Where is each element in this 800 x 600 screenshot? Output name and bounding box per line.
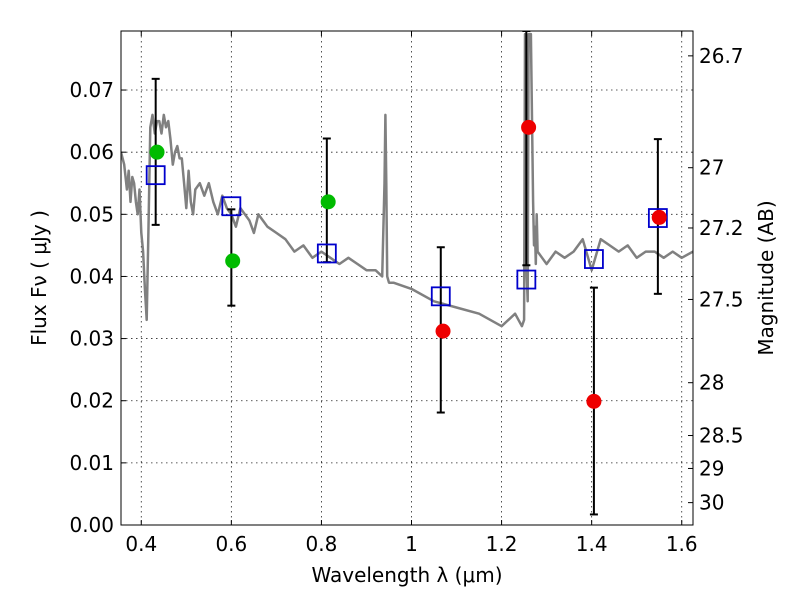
model-flux-square [221, 196, 242, 217]
model-flux-square [145, 165, 166, 186]
x-tick-label: 1.6 [666, 532, 698, 556]
red-data-point [651, 209, 667, 225]
y-tick-label: 0.06 [69, 140, 114, 164]
model-flux-square [516, 269, 537, 290]
x-tick-label: 1.4 [576, 532, 608, 556]
right-tick-label: 27.2 [699, 216, 744, 240]
model-flux-square [316, 243, 337, 264]
green-data-point [320, 194, 336, 210]
green-data-point [149, 144, 165, 160]
right-tick-label: 28 [699, 371, 724, 395]
x-axis-label: Wavelength λ (μm) [311, 563, 502, 587]
model-flux-square [647, 208, 668, 228]
y-tick-label: 0.02 [69, 389, 114, 413]
y-tick-label: 0.01 [69, 451, 114, 475]
plot-area [121, 31, 693, 516]
right-tick-label: 29 [699, 456, 724, 480]
right-tick-label: 26.7 [699, 44, 744, 68]
y-tick-label: 0.00 [69, 513, 114, 537]
red-data-point [435, 323, 451, 339]
model-spectrum-line [121, 32, 693, 328]
model-flux-square [584, 249, 604, 269]
x-tick-label: 0.6 [215, 532, 247, 556]
green-data-point [225, 253, 241, 269]
y-tick-label: 0.05 [69, 202, 114, 226]
y-axis-label: Flux Fν ( μJy ) [27, 210, 51, 346]
right-tick-label: 27.5 [699, 287, 744, 311]
plot-frame [120, 30, 694, 526]
x-tick-label: 0.4 [125, 532, 157, 556]
y-tick-label: 0.04 [69, 264, 114, 288]
red-data-point [521, 119, 537, 135]
grid [121, 31, 693, 526]
y-tick-label: 0.07 [69, 78, 114, 102]
axis-ticks: 0.4 0.6 0.8 1 1.2 1.4 1.6 0.00 0.01 0.02 0.03 0.04 0… [69, 31, 744, 556]
right-tick-label: 28.5 [699, 424, 744, 448]
right-tick-label: 30 [699, 491, 724, 515]
model-flux-square [430, 286, 451, 307]
x-tick-label: 1 [405, 532, 418, 556]
red-data-point [586, 393, 602, 409]
x-tick-label: 0.8 [306, 532, 338, 556]
x-tick-label: 1.2 [486, 532, 518, 556]
y-tick-label: 0.03 [69, 327, 114, 351]
y-axis-right-label: Magnitude (AB) [754, 200, 778, 355]
right-tick-label: 27 [699, 156, 724, 180]
